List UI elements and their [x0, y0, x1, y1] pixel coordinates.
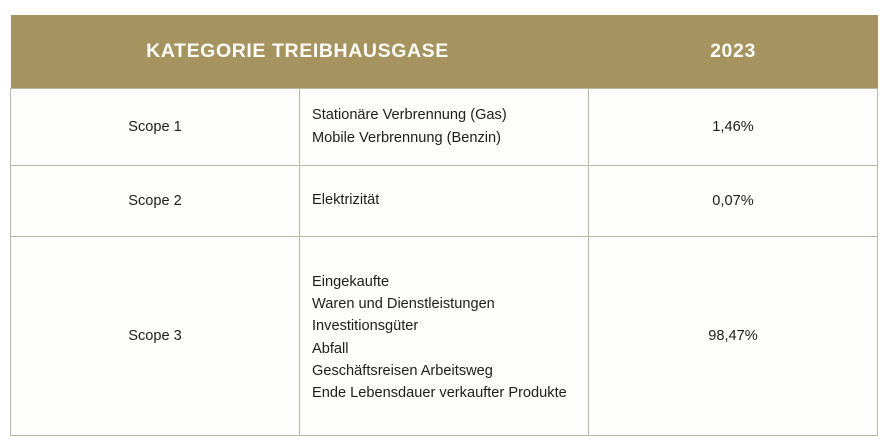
scope-label-cell: Scope 1: [10, 87, 300, 166]
description-line: Geschäftsreisen Arbeitsweg: [312, 362, 493, 379]
description-line: Stationäre Verbrennung (Gas): [312, 107, 507, 124]
description-cell: Stationäre Verbrennung (Gas) Mobile Verb…: [299, 87, 589, 166]
header-row: KATEGORIE TREIBHAUSGASE 2023: [10, 15, 878, 88]
table-body: Scope 1 Stationäre Verbrennung (Gas) Mob…: [10, 87, 878, 436]
value-cell: 98,47%: [588, 235, 878, 436]
greenhouse-gas-category-table: KATEGORIE TREIBHAUSGASE 2023 Scope 1 Sta…: [10, 15, 878, 436]
description-line: Elektrizität: [312, 192, 380, 209]
description-line: Investitionsgüter: [312, 318, 419, 335]
ghg-table-container: KATEGORIE TREIBHAUSGASE 2023 Scope 1 Sta…: [10, 15, 878, 436]
description-cell: Eingekaufte Waren und Dienstleistungen I…: [299, 235, 589, 436]
table-row: Scope 1 Stationäre Verbrennung (Gas) Mob…: [10, 87, 878, 166]
table-header: KATEGORIE TREIBHAUSGASE 2023: [10, 15, 878, 88]
description-line: Waren und Dienstleistungen: [312, 295, 495, 312]
description-line: Abfall: [312, 340, 349, 357]
description-line-list: Stationäre Verbrennung (Gas) Mobile Verb…: [312, 104, 588, 149]
value-cell: 0,07%: [588, 164, 878, 237]
table-row: Scope 2 Elektrizität 0,07%: [10, 164, 878, 237]
table-row: Scope 3 Eingekaufte Waren und Dienstleis…: [10, 235, 878, 436]
description-cell: Elektrizität: [299, 164, 589, 237]
description-line: Eingekaufte: [312, 273, 390, 290]
description-line: Mobile Verbrennung (Benzin): [312, 129, 502, 146]
scope-label-cell: Scope 2: [10, 164, 300, 237]
column-header-year: 2023: [710, 39, 756, 62]
scope-label-cell: Scope 3: [10, 235, 300, 436]
value-cell: 1,46%: [588, 87, 878, 166]
description-line-list: Eingekaufte Waren und Dienstleistungen I…: [312, 271, 588, 405]
description-line: Ende Lebensdauer verkaufter Produkte: [312, 385, 567, 402]
column-header-category: KATEGORIE TREIBHAUSGASE: [146, 39, 449, 62]
description-line-list: Elektrizität: [312, 189, 588, 211]
